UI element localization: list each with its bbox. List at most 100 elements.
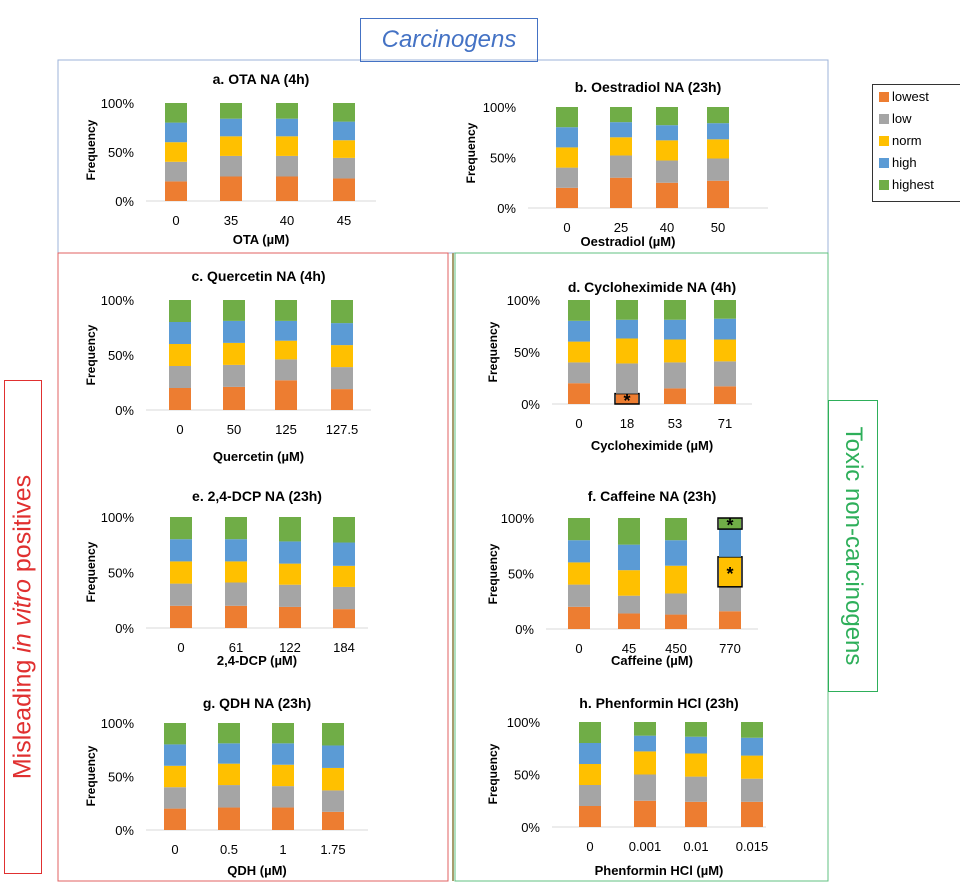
y-tick-label: 100% — [101, 510, 135, 525]
bar-highest — [322, 723, 344, 746]
bar-lowest — [333, 178, 355, 201]
bar-low — [714, 361, 736, 387]
bar-norm — [741, 755, 763, 779]
bar-high — [685, 736, 707, 754]
bar-low — [331, 367, 353, 390]
bar-lowest — [322, 811, 344, 830]
y-axis-title: Frequency — [464, 122, 478, 183]
bar-high — [218, 743, 240, 764]
bar-norm — [568, 562, 590, 585]
bar-low — [276, 155, 298, 177]
bar-highest — [272, 723, 294, 744]
bar-low — [556, 167, 578, 188]
bar-norm — [272, 764, 294, 787]
bar-lowest — [169, 388, 191, 410]
bar-high — [169, 322, 191, 344]
bar-high — [665, 540, 687, 566]
bar-low — [223, 364, 245, 387]
bar-highest — [719, 518, 741, 530]
bar-lowest — [225, 605, 247, 628]
y-axis-title: Frequency — [486, 321, 500, 382]
y-tick-label: 50% — [508, 567, 534, 582]
bar-lowest — [223, 386, 245, 410]
bar-lowest — [556, 187, 578, 208]
bar-lowest — [279, 606, 301, 628]
toxic-text: Toxic non-carcinogens — [840, 426, 867, 666]
legend-swatch-low — [879, 114, 889, 124]
x-axis-title: 2,4-DCP (µM) — [217, 653, 297, 668]
bar-lowest — [170, 605, 192, 628]
bar-norm — [656, 140, 678, 161]
x-tick-label: 45 — [622, 641, 636, 656]
y-axis-title: Frequency — [84, 745, 98, 806]
y-tick-label: 0% — [115, 194, 134, 209]
misleading-positives-label: Misleading in vitro positives — [4, 380, 42, 874]
bar-lowest — [634, 800, 656, 827]
bar-low — [616, 363, 638, 394]
bar-low — [333, 586, 355, 610]
bar-lowest — [741, 801, 763, 827]
x-tick-label: 0 — [171, 842, 178, 857]
significance-marker: * — [623, 391, 630, 411]
x-tick-label: 0 — [575, 416, 582, 431]
bar-norm — [218, 763, 240, 786]
bar-low — [610, 155, 632, 178]
bar-lowest — [714, 386, 736, 404]
bar-highest — [218, 723, 240, 744]
bar-lowest — [333, 609, 355, 628]
legend-label-norm: norm — [892, 133, 922, 148]
y-tick-label: 100% — [101, 96, 135, 111]
x-tick-label: 0 — [172, 213, 179, 228]
y-tick-label: 0% — [521, 397, 540, 412]
y-tick-label: 50% — [108, 770, 134, 785]
legend-item-highest: highest — [879, 177, 934, 193]
bar-high — [322, 745, 344, 768]
legend-swatch-norm — [879, 136, 889, 146]
x-tick-label: 1.75 — [320, 842, 345, 857]
bar-low — [719, 586, 741, 612]
y-tick-label: 50% — [108, 145, 134, 160]
bar-norm — [616, 338, 638, 364]
bar-norm — [331, 345, 353, 368]
x-axis-title: Cycloheximide (µM) — [591, 438, 713, 453]
carcinogens-label: Carcinogens — [360, 18, 538, 62]
bar-low — [164, 787, 186, 809]
y-tick-label: 100% — [507, 293, 541, 308]
bar-highest — [223, 300, 245, 321]
bar-highest — [665, 518, 687, 541]
bar-high — [618, 544, 640, 571]
x-axis-title: Oestradiol (µM) — [581, 234, 676, 249]
bar-low — [170, 583, 192, 606]
bar-norm — [275, 340, 297, 360]
bar-high — [714, 318, 736, 340]
x-tick-label: 0 — [586, 839, 593, 854]
legend-label-high: high — [892, 155, 917, 170]
legend-label-lowest: lowest — [892, 89, 929, 104]
bar-low — [665, 593, 687, 615]
y-tick-label: 0% — [115, 621, 134, 636]
bar-low — [579, 785, 601, 806]
bar-norm — [719, 556, 741, 587]
bar-highest — [741, 722, 763, 738]
bar-lowest — [618, 613, 640, 629]
y-axis-title: Frequency — [84, 324, 98, 385]
legend-swatch-highest — [879, 180, 889, 190]
bar-lowest — [568, 606, 590, 629]
bar-high — [610, 122, 632, 138]
misleading-text-pre: Misleading — [8, 652, 37, 780]
bar-highest — [579, 722, 601, 743]
legend-label-low: low — [892, 111, 912, 126]
legend-item-norm: norm — [879, 133, 922, 149]
bar-lowest — [665, 614, 687, 629]
bar-norm — [220, 136, 242, 156]
bar-high — [556, 127, 578, 148]
bar-high — [225, 539, 247, 562]
bar-highest — [225, 517, 247, 540]
bar-lowest — [331, 389, 353, 410]
y-tick-label: 0% — [115, 403, 134, 418]
chart-title: h. Phenformin HCl (23h) — [579, 695, 738, 711]
bar-norm — [618, 570, 640, 596]
bar-lowest — [218, 807, 240, 830]
